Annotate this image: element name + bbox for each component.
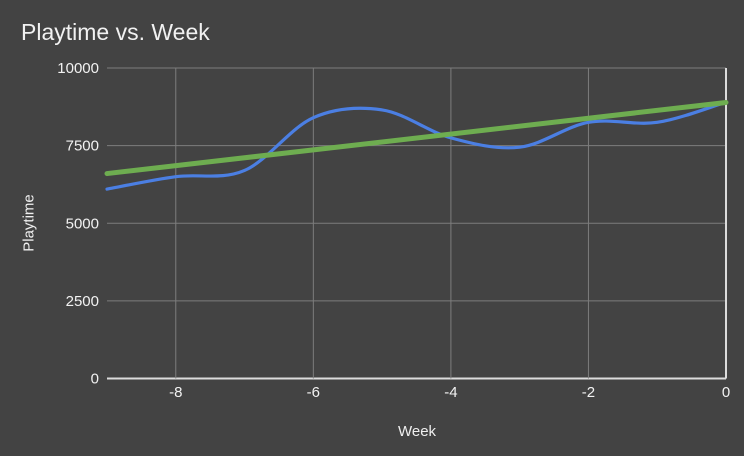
x-tick-label: -2 <box>582 384 595 401</box>
x-tick-label: -6 <box>307 384 320 401</box>
y-tick-label: 0 <box>91 371 99 388</box>
x-tick-label: 0 <box>722 384 730 401</box>
chart-title: Playtime vs. Week <box>21 19 210 45</box>
series-line-trendline <box>104 99 729 177</box>
x-tick-label: -4 <box>444 384 457 401</box>
x-tick-label: -8 <box>169 384 182 401</box>
y-tick-label: 5000 <box>66 215 99 232</box>
y-tick-label: 10000 <box>57 60 99 77</box>
y-axis-title: Playtime <box>20 194 38 252</box>
y-tick-label: 2500 <box>66 293 99 310</box>
series-line-playtime <box>105 100 728 191</box>
x-axis-title: Week <box>397 423 437 440</box>
y-tick-label: 7500 <box>66 138 99 155</box>
